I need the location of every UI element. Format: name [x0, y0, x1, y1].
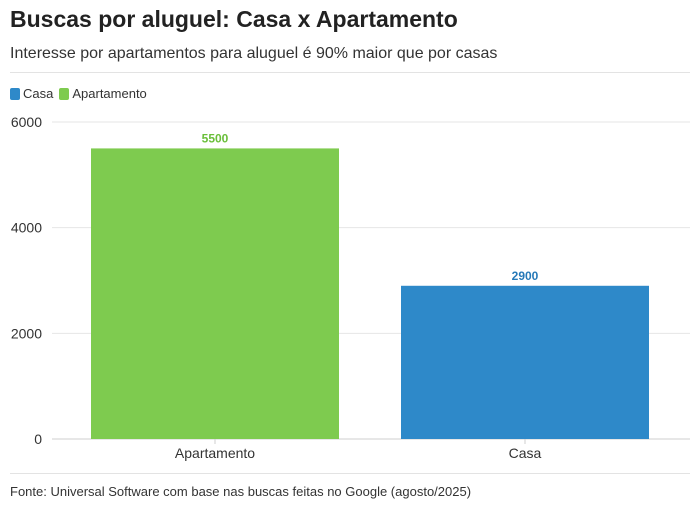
chart-title: Buscas por aluguel: Casa x Apartamento	[10, 6, 458, 32]
y-tick-label-4000: 4000	[11, 220, 42, 236]
x-tick-label-casa: Casa	[509, 445, 542, 461]
chart-subtitle: Interesse por apartamentos para aluguel …	[10, 45, 498, 62]
bar-chart: 0 2000 4000 6000 5500 2900 Apartamento Casa	[11, 114, 690, 461]
y-tick-label-0: 0	[34, 431, 42, 447]
legend-label-apartamento: Apartamento	[72, 86, 147, 101]
data-labels: 5500 2900	[202, 131, 539, 282]
legend-swatch-apartamento	[59, 87, 70, 100]
legend-item-casa[interactable]: Casa	[10, 86, 53, 101]
data-label-apartamento: 5500	[202, 131, 229, 145]
footer-divider	[10, 473, 690, 474]
y-tick-label-6000: 6000	[11, 114, 42, 130]
bar-apartamento	[91, 148, 339, 439]
x-tick-label-apartamento: Apartamento	[175, 445, 255, 461]
header-divider	[10, 72, 690, 73]
legend-swatch-casa	[10, 87, 20, 100]
data-label-casa: 2900	[512, 269, 539, 283]
bars	[91, 148, 649, 439]
bar-casa	[401, 285, 649, 439]
legend-item-apartamento[interactable]: Apartamento	[59, 86, 147, 101]
x-axis-ticks: Apartamento Casa	[175, 439, 542, 461]
y-tick-label-2000: 2000	[11, 325, 42, 341]
legend-label-casa: Casa	[23, 86, 54, 101]
y-axis-ticks: 0 2000 4000 6000	[11, 114, 42, 447]
chart-legend: Casa Apartamento	[10, 86, 153, 101]
source-note: Fonte: Universal Software com base nas b…	[10, 484, 472, 499]
